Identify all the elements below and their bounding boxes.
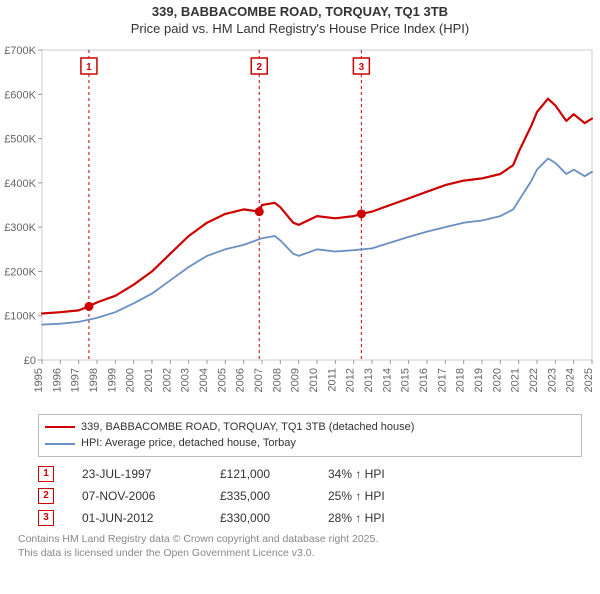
sales-table: 1 23-JUL-1997 £121,000 34% ↑ HPI 2 07-NOV-200… xyxy=(38,463,582,529)
svg-text:2023: 2023 xyxy=(546,368,558,392)
svg-text:2016: 2016 xyxy=(418,368,430,392)
svg-text:2024: 2024 xyxy=(565,368,577,392)
svg-text:2021: 2021 xyxy=(510,368,522,392)
sale-date: 07-NOV-2006 xyxy=(82,489,192,503)
svg-text:£400K: £400K xyxy=(4,178,36,190)
svg-text:£0: £0 xyxy=(24,355,36,367)
sale-date: 23-JUL-1997 xyxy=(82,467,192,481)
footer-line2: This data is licensed under the Open Gov… xyxy=(18,547,582,561)
sale-pct: 25% ↑ HPI xyxy=(328,489,428,503)
svg-text:2022: 2022 xyxy=(528,368,540,392)
line-chart: £0 £100K £200K £300K £400K £500K £600K £700K 199… xyxy=(0,40,600,410)
chart-area: £0 £100K £200K £300K £400K £500K £600K £700K 199… xyxy=(0,40,600,410)
svg-text:2011: 2011 xyxy=(326,368,338,392)
svg-text:2003: 2003 xyxy=(180,368,192,392)
svg-text:£100K: £100K xyxy=(4,311,36,323)
legend-label: HPI: Average price, detached house, Torb… xyxy=(81,435,296,452)
svg-text:£700K: £700K xyxy=(4,45,36,57)
svg-text:£300K: £300K xyxy=(4,222,36,234)
legend-item: HPI: Average price, detached house, Torb… xyxy=(45,435,575,452)
sale-row: 2 07-NOV-2006 £335,000 25% ↑ HPI xyxy=(38,485,582,507)
sale-row: 3 01-JUN-2012 £330,000 28% ↑ HPI xyxy=(38,507,582,529)
svg-text:2010: 2010 xyxy=(308,368,320,392)
sale-marker-box: 1 xyxy=(38,466,54,482)
legend-item: 339, BABBACOMBE ROAD, TORQUAY, TQ1 3TB (… xyxy=(45,419,575,436)
svg-text:2: 2 xyxy=(256,62,262,73)
svg-text:2005: 2005 xyxy=(216,368,228,392)
svg-text:2018: 2018 xyxy=(455,368,467,392)
footer-line1: Contains HM Land Registry data © Crown c… xyxy=(18,533,582,547)
sale-pct: 34% ↑ HPI xyxy=(328,467,428,481)
svg-text:2015: 2015 xyxy=(400,368,412,392)
svg-text:1: 1 xyxy=(86,62,92,73)
sale-pct: 28% ↑ HPI xyxy=(328,511,428,525)
svg-text:2008: 2008 xyxy=(271,368,283,392)
svg-text:2013: 2013 xyxy=(363,368,375,392)
title-line1: 339, BABBACOMBE ROAD, TORQUAY, TQ1 3TB xyxy=(0,4,600,21)
sale-price: £121,000 xyxy=(220,467,300,481)
figure: 339, BABBACOMBE ROAD, TORQUAY, TQ1 3TB P… xyxy=(0,4,600,560)
legend-label: 339, BABBACOMBE ROAD, TORQUAY, TQ1 3TB (… xyxy=(81,419,414,436)
svg-text:2025: 2025 xyxy=(583,368,595,392)
svg-text:2001: 2001 xyxy=(143,368,155,392)
sale-price: £330,000 xyxy=(220,511,300,525)
sale-price: £335,000 xyxy=(220,489,300,503)
legend-swatch xyxy=(45,443,75,445)
legend: 339, BABBACOMBE ROAD, TORQUAY, TQ1 3TB (… xyxy=(38,414,582,457)
svg-text:2009: 2009 xyxy=(290,368,302,392)
svg-text:1996: 1996 xyxy=(51,368,63,392)
svg-text:1999: 1999 xyxy=(106,368,118,392)
title-line2: Price paid vs. HM Land Registry's House … xyxy=(0,21,600,36)
sale-date: 01-JUN-2012 xyxy=(82,511,192,525)
svg-text:2006: 2006 xyxy=(235,368,247,392)
svg-text:3: 3 xyxy=(359,62,365,73)
svg-text:2012: 2012 xyxy=(345,368,357,392)
svg-text:£500K: £500K xyxy=(4,133,36,145)
footer: Contains HM Land Registry data © Crown c… xyxy=(18,533,582,560)
sale-marker-box: 3 xyxy=(38,510,54,526)
svg-text:2004: 2004 xyxy=(198,368,210,392)
sale-marker-box: 2 xyxy=(38,488,54,504)
svg-text:2002: 2002 xyxy=(161,368,173,392)
svg-text:2000: 2000 xyxy=(125,368,137,392)
svg-text:1995: 1995 xyxy=(33,368,45,392)
svg-text:2019: 2019 xyxy=(473,368,485,392)
svg-text:2020: 2020 xyxy=(491,368,503,392)
legend-swatch xyxy=(45,426,75,428)
svg-text:1998: 1998 xyxy=(88,368,100,392)
svg-text:2007: 2007 xyxy=(253,368,265,392)
svg-text:1997: 1997 xyxy=(70,368,82,392)
svg-text:2017: 2017 xyxy=(436,368,448,392)
svg-text:£600K: £600K xyxy=(4,89,36,101)
sale-row: 1 23-JUL-1997 £121,000 34% ↑ HPI xyxy=(38,463,582,485)
svg-text:£200K: £200K xyxy=(4,266,36,278)
svg-text:2014: 2014 xyxy=(381,368,393,392)
